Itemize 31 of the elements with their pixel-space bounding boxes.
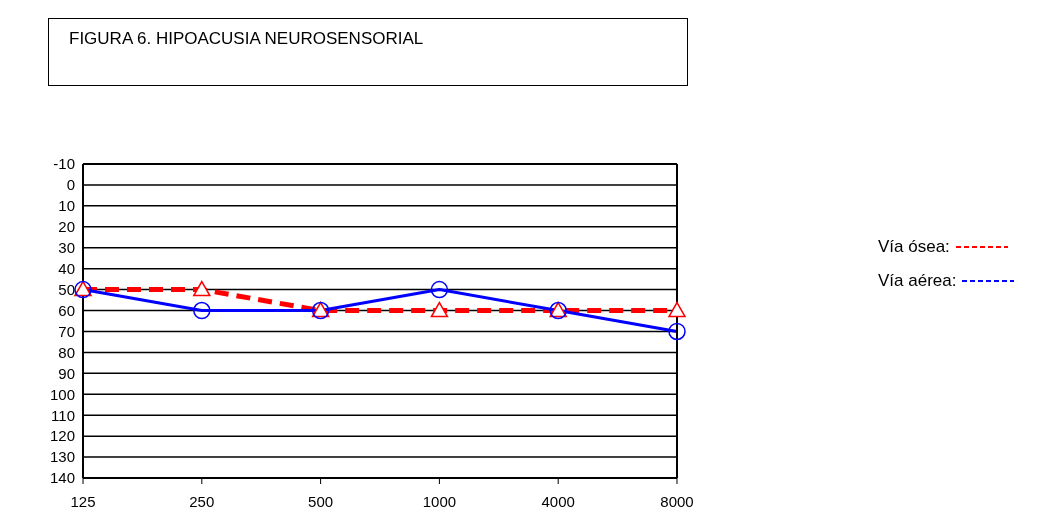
y-tick-label: 130 — [49, 448, 75, 466]
y-tick-label: 20 — [58, 218, 75, 236]
y-tick-label: 30 — [58, 239, 75, 257]
y-tick-label: 70 — [58, 322, 75, 340]
point — [668, 301, 686, 318]
chart-title: FIGURA 6. HIPOACUSIA NEUROSENSORIAL — [48, 18, 688, 86]
x-tick-label: 4000 — [541, 492, 575, 510]
x-tick-label: 500 — [308, 492, 334, 510]
x-tick-label: 8000 — [660, 492, 694, 510]
y-tick-label: -10 — [53, 155, 75, 173]
y-tick-label: 120 — [49, 427, 75, 445]
y-tick-label: 140 — [49, 469, 75, 487]
y-tick-label: 40 — [58, 259, 75, 277]
point — [430, 301, 449, 318]
y-tick-label: 0 — [66, 176, 75, 194]
x-tick-label: 250 — [189, 492, 215, 510]
y-tick-label: 10 — [58, 197, 75, 215]
y-tick-label: 100 — [49, 385, 75, 403]
y-tick-label: 110 — [51, 406, 75, 424]
point — [193, 280, 211, 297]
legend-label: Vía aérea: — [878, 271, 957, 291]
y-tick-label: 50 — [58, 280, 75, 298]
y-tick-label: 80 — [58, 343, 75, 361]
point — [668, 322, 686, 341]
x-tick-label: 125 — [70, 492, 96, 510]
y-tick-label: 90 — [58, 364, 75, 382]
x-tick-label: 1000 — [422, 492, 457, 510]
point — [430, 280, 449, 299]
point — [193, 301, 211, 320]
y-tick-label: 60 — [58, 301, 75, 319]
legend-label: Vía ósea: — [878, 237, 950, 257]
